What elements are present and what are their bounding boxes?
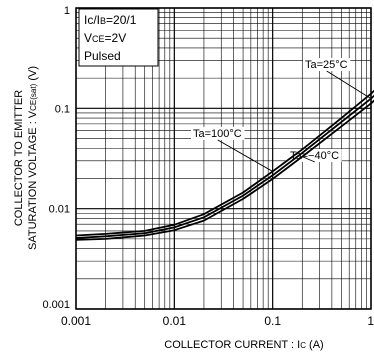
series-annotation-leader-0 <box>326 70 372 99</box>
y-tick-labels: 1 0.1 0.01 0.001 <box>42 5 70 311</box>
condition-line-2: VCE=2V <box>84 31 126 45</box>
condition-line-1: Ic/IB=20/1 <box>84 13 137 27</box>
series-line-2 <box>75 99 374 241</box>
series-annotation-bg-2 <box>288 149 342 162</box>
series-annotation-0: Ta=25°C <box>305 59 348 71</box>
series-annotation-bg-0 <box>303 58 351 71</box>
y-axis-label: COLLECTOR TO EMITTER SATURATION VOLTAGE … <box>13 66 39 250</box>
y-tick-label: 0.001 <box>42 299 70 311</box>
series-line-0 <box>75 94 374 239</box>
conditions-legend: Ic/IB=20/1 VCE=2V Pulsed <box>78 8 159 67</box>
y-tick-label: 0.1 <box>55 103 70 115</box>
y-axis-label-line-2: SATURATION VOLTAGE : VCE(sat) (V) <box>27 66 39 250</box>
conditions-legend-box <box>78 8 159 67</box>
condition-line-3: Pulsed <box>84 49 121 63</box>
curves <box>75 89 374 241</box>
x-tick-labels: 0.001 0.01 0.1 1 <box>61 314 374 328</box>
series-annotation-1: Ta=100°C <box>193 128 242 140</box>
x-axis-label: COLLECTOR CURRENT : IC (A) <box>164 339 323 351</box>
y-axis-label-line-1: COLLECTOR TO EMITTER <box>13 90 25 226</box>
x-tick-label: 0.01 <box>163 314 187 328</box>
x-tick-label: 0.001 <box>61 314 91 328</box>
x-tick-label: 1 <box>367 314 374 328</box>
series-annotation-leader-1 <box>217 139 273 172</box>
series-annotation-bg-1 <box>191 127 245 140</box>
y-tick-label: 1 <box>64 5 70 17</box>
series-annotation-leader-2 <box>302 156 315 163</box>
annotations: Ta=25°CTa=100°CTa=−40°C <box>191 58 372 172</box>
plot-frame <box>75 7 372 310</box>
series-line-1 <box>75 89 374 237</box>
y-tick-label: 0.01 <box>49 204 70 216</box>
x-tick-label: 0.1 <box>264 314 281 328</box>
